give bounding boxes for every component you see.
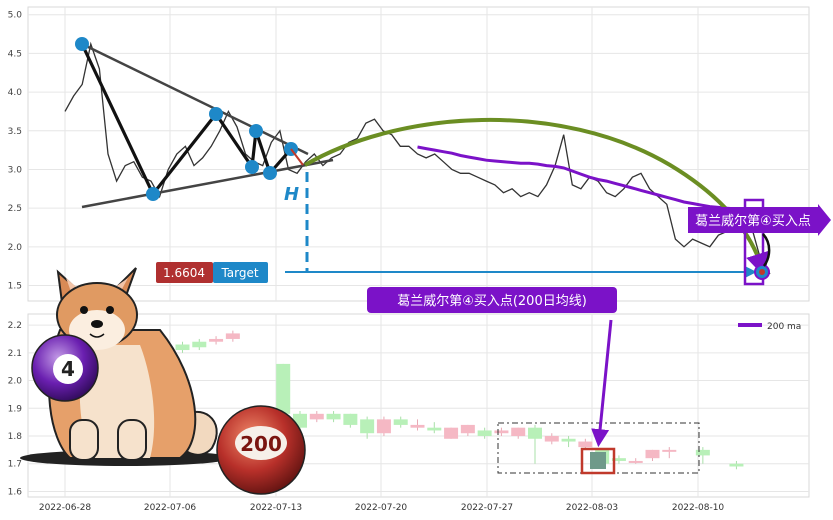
buy-zone-box [743, 198, 765, 286]
buy-point-core [759, 269, 765, 275]
triangle-lower-line [81, 158, 334, 209]
legend: 200 ma [738, 322, 801, 332]
candle-body [528, 427, 542, 439]
y-tick-label: 2.2 [8, 321, 22, 331]
price-tag: 1.6604 [163, 266, 205, 280]
y-tick-label: 2.5 [8, 204, 22, 214]
callout-box [367, 287, 617, 313]
y-tick-label: 1.6 [8, 487, 23, 497]
y-tick-label: 2.0 [8, 243, 23, 253]
x-tick-label: 2022-07-06 [144, 503, 197, 513]
candle-body [578, 441, 593, 448]
candle-body [225, 333, 240, 339]
lower-y-axis: 2.2 2.1 2.0 1.9 1.8 1.7 1.6 [8, 321, 23, 497]
candle-body [309, 413, 324, 420]
candle-body-highlight [590, 452, 606, 469]
x-axis: 2022-06-28 2022-07-06 2022-07-13 2022-07-20… [39, 503, 725, 513]
candle-body [645, 449, 660, 459]
y-tick-label: 1.8 [8, 432, 23, 442]
pivot-point [263, 166, 277, 180]
candle-body [209, 338, 224, 342]
highlight-box [580, 447, 616, 475]
y-tick-label: 1.9 [8, 404, 23, 414]
candle-body [460, 424, 475, 434]
candle-body [376, 419, 391, 434]
candle-body [427, 427, 442, 431]
candle-body [511, 427, 526, 436]
ball-200-number: 200 [240, 432, 282, 456]
callout-arrow [591, 319, 613, 448]
candle-body [544, 436, 559, 442]
candle-body [561, 438, 576, 442]
pivot-points [75, 37, 298, 201]
candle-body [729, 463, 744, 467]
candle-body [662, 449, 677, 452]
target-label-box [213, 262, 268, 283]
arrow-label-box [688, 204, 831, 236]
price-series-line [64, 41, 771, 275]
pivot-point [209, 107, 223, 121]
pivot-point [249, 124, 263, 138]
ball-4-number: 4 [61, 357, 75, 381]
candle-body [192, 341, 207, 348]
x-tick-label: 2022-08-10 [672, 503, 725, 513]
triangle-upper-line [81, 42, 309, 156]
candle-body [343, 413, 358, 425]
x-tick-label: 2022-08-03 [566, 503, 618, 513]
y-tick-label: 3.5 [8, 127, 22, 137]
pivot-point [245, 160, 259, 174]
x-tick-label: 2022-07-20 [355, 503, 408, 513]
candle-body [695, 449, 710, 456]
target-label: Target [220, 266, 258, 280]
candle-body [360, 419, 375, 434]
candle-body [494, 430, 509, 434]
candlesticks [175, 330, 744, 470]
y-tick-label: 4.0 [8, 88, 23, 98]
breakout-tick [290, 148, 304, 166]
x-tick-label: 2022-07-27 [461, 503, 513, 513]
y-tick-label: 5.0 [8, 11, 23, 21]
arrow-label: 葛兰威尔第④买入点 [695, 214, 811, 229]
pivot-point [146, 187, 160, 201]
candle-body [611, 458, 626, 461]
candle-body [444, 427, 459, 439]
candle-body [410, 424, 425, 428]
y-tick-label: 1.7 [8, 460, 22, 470]
candle-body [276, 363, 291, 414]
candle-body [175, 344, 190, 351]
y-tick-label: 2.1 [8, 349, 22, 359]
callout-label: 葛兰威尔第④买入点(200日均线) [397, 294, 587, 309]
candle-body [326, 413, 341, 420]
x-tick-label: 2022-07-13 [250, 503, 302, 513]
x-tick-label: 2022-06-28 [39, 503, 92, 513]
buy-arrow-hook [762, 233, 771, 267]
ma200-line [417, 145, 771, 218]
candle-body [628, 460, 643, 463]
ball-200-badge: 200 [216, 405, 306, 495]
candle-body [477, 430, 492, 436]
candle-body [393, 419, 408, 425]
y-tick-label: 1.5 [8, 282, 22, 292]
ball-4-badge: 4 [31, 334, 99, 402]
price-y-axis: 5.0 4.5 4.0 3.5 3.0 2.5 2.0 1.5 [8, 11, 23, 292]
y-tick-label: 3.0 [8, 165, 23, 175]
y-tick-label: 4.5 [8, 49, 22, 59]
price-tag-box [156, 262, 213, 283]
y-tick-label: 2.0 [8, 377, 23, 387]
legend-label: 200 ma [767, 322, 801, 332]
h-label: H [284, 184, 299, 205]
pivot-point [75, 37, 89, 51]
